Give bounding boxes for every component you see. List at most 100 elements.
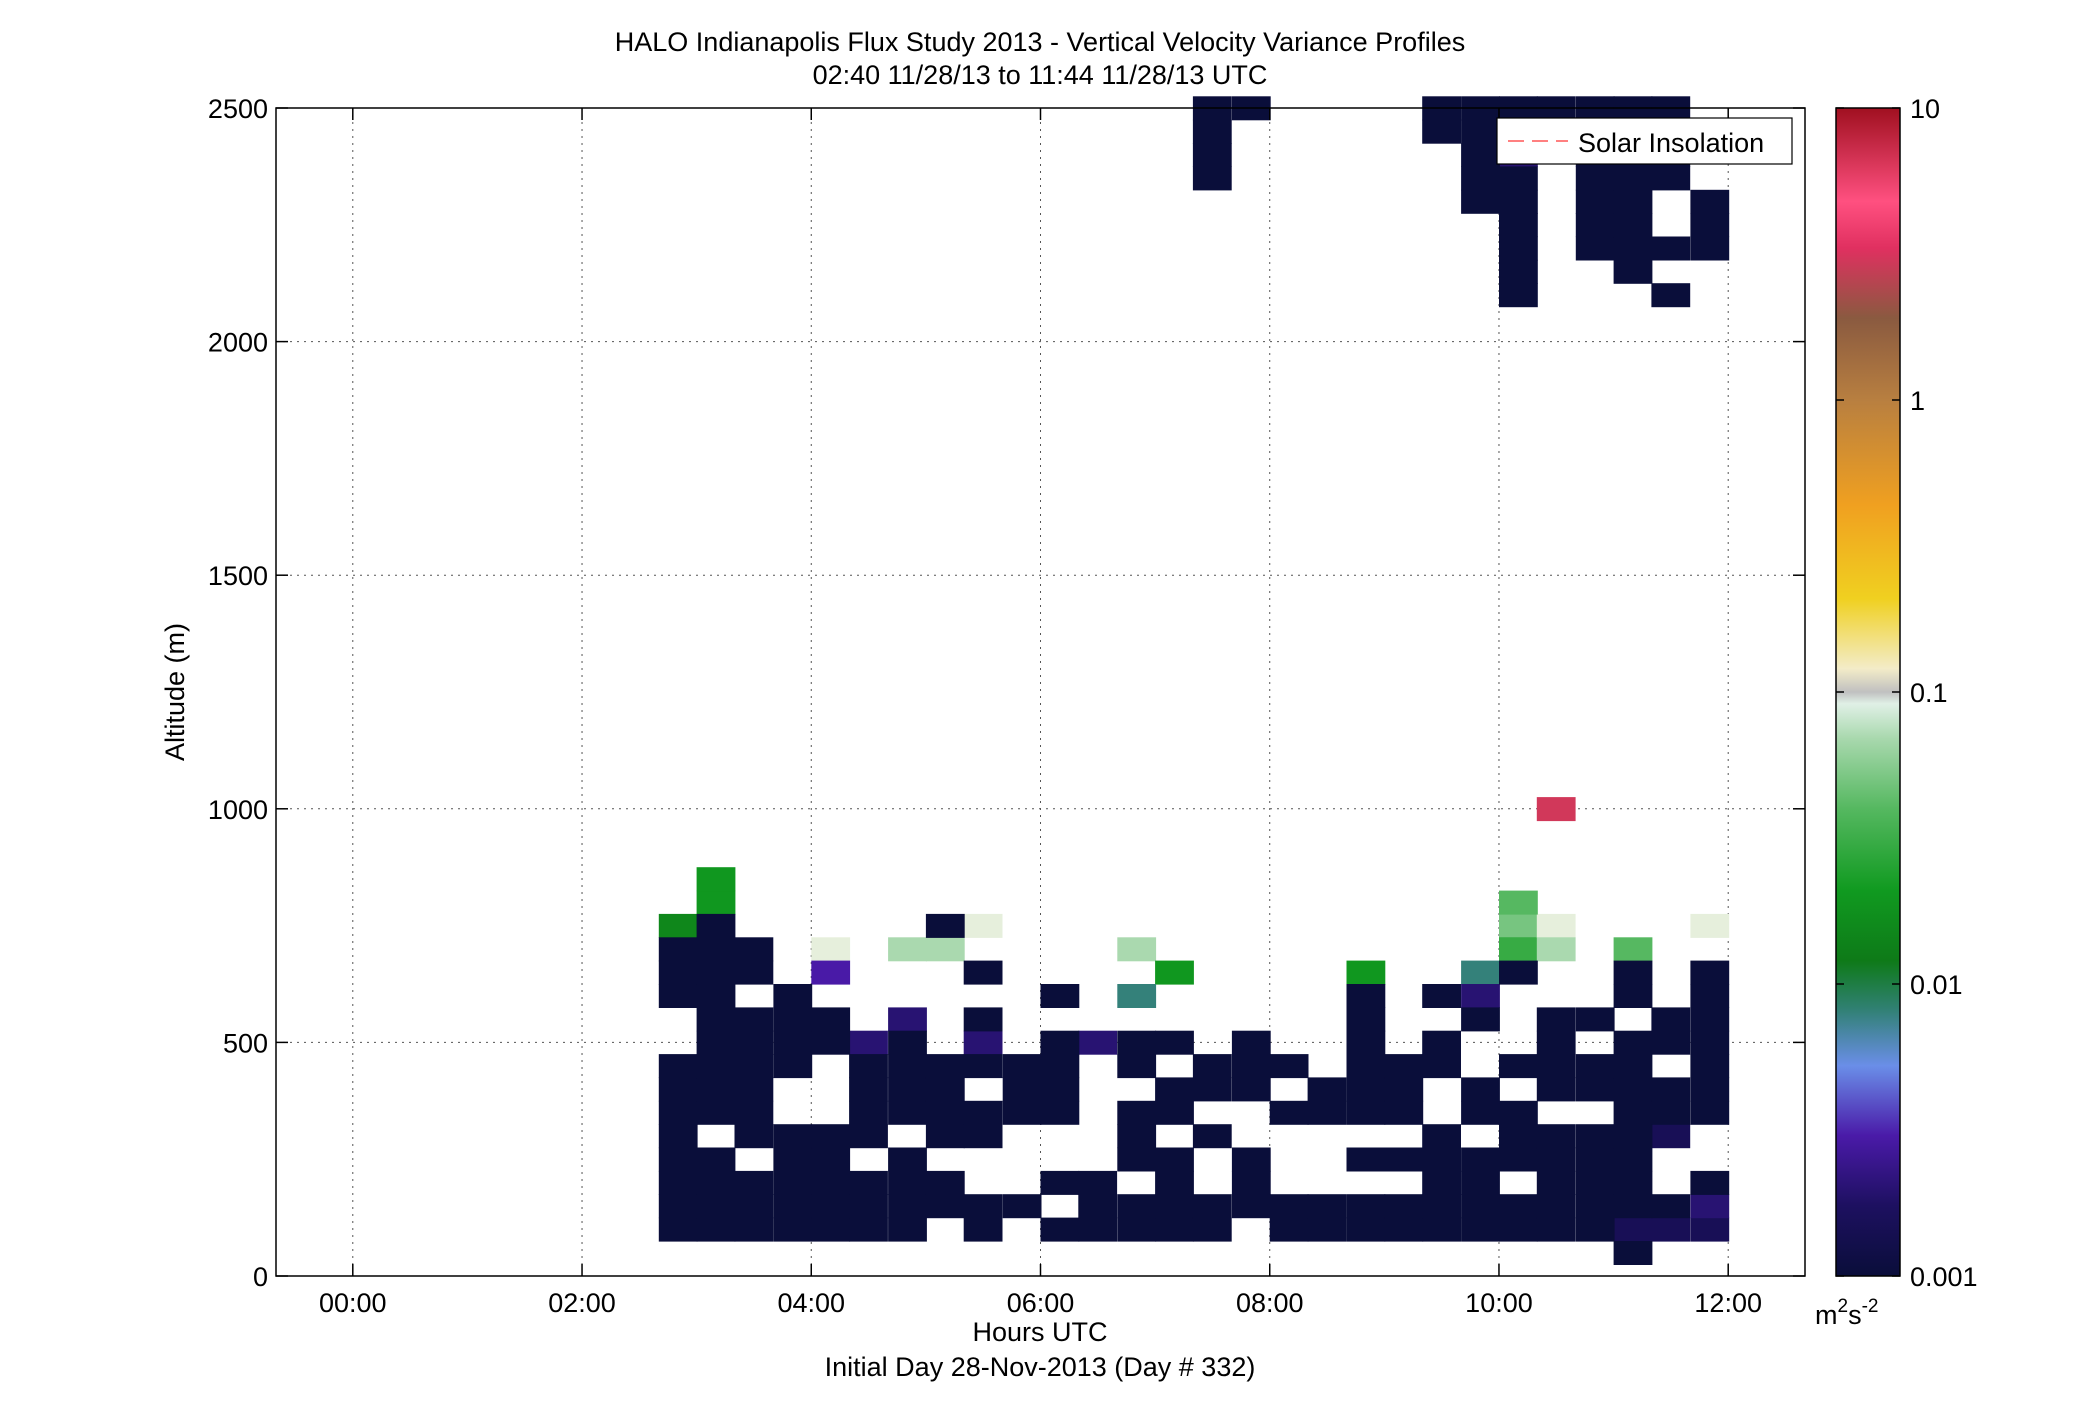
heatmap-cell (1192, 143, 1232, 167)
heatmap-cell (1307, 1194, 1347, 1219)
heatmap-cell (1613, 166, 1653, 191)
heatmap-cell (1461, 1170, 1500, 1195)
heatmap-cell (811, 1030, 851, 1055)
heatmap-cell (1307, 1217, 1347, 1242)
heatmap-cell (1269, 1194, 1309, 1219)
heatmap-cell (1690, 236, 1730, 261)
heatmap-cell (1231, 1194, 1271, 1219)
heatmap-cell (1346, 1007, 1386, 1032)
heatmap-cell (1040, 1054, 1080, 1079)
x-axis-sublabel: Initial Day 28-Nov-2013 (Day # 332) (825, 1352, 1256, 1382)
colorbar-tick-label: 0.01 (1910, 970, 1963, 1000)
heatmap-cell (925, 1124, 965, 1149)
heatmap-cell (1613, 937, 1653, 962)
heatmap-cell (1078, 1170, 1118, 1195)
x-tick-label: 06:00 (1007, 1288, 1075, 1318)
heatmap-cell (1384, 1077, 1424, 1102)
heatmap-cell (1461, 1147, 1500, 1172)
x-tick-label: 00:00 (319, 1288, 387, 1318)
heatmap-cell (1422, 1194, 1461, 1219)
heatmap-cell (1384, 1100, 1424, 1125)
heatmap-cell (1690, 1194, 1730, 1219)
heatmap-cell (1536, 1217, 1576, 1242)
heatmap-cell (734, 1030, 774, 1055)
heatmap-cell (696, 1147, 736, 1172)
heatmap-cell (1575, 1147, 1615, 1172)
heatmap-cell (1346, 1100, 1386, 1125)
heatmap-cell (1690, 1170, 1730, 1195)
heatmap-cell (1690, 1054, 1730, 1079)
heatmap-cell (658, 1077, 698, 1102)
x-tick-label: 08:00 (1236, 1288, 1304, 1318)
heatmap-cell (925, 1194, 965, 1219)
heatmap-cell (1346, 984, 1386, 1008)
heatmap-cell (811, 1147, 851, 1172)
heatmap-cells (658, 96, 1730, 1265)
heatmap-cell (1613, 1170, 1653, 1195)
heatmap-cell (925, 1170, 965, 1195)
heatmap-cell (1613, 1100, 1653, 1125)
heatmap-cell (849, 1054, 888, 1079)
heatmap-cell (773, 1147, 813, 1172)
heatmap-cell (811, 960, 851, 985)
heatmap-cell (696, 1170, 736, 1195)
heatmap-cell (773, 1030, 813, 1055)
heatmap-cell (1155, 1030, 1194, 1055)
heatmap-cell (1536, 1007, 1576, 1032)
heatmap-cell (1690, 1030, 1730, 1055)
heatmap-cell (773, 1054, 813, 1079)
heatmap-cell (1499, 1194, 1538, 1219)
heatmap-cell (1499, 1147, 1538, 1172)
heatmap-cell (1575, 1077, 1615, 1102)
heatmap-cell (1117, 1124, 1157, 1149)
heatmap-cell (734, 937, 774, 962)
heatmap-cell (696, 1007, 736, 1032)
heatmap-cell (925, 937, 965, 962)
heatmap-cell (1690, 1077, 1730, 1102)
heatmap-cell (1346, 1077, 1386, 1102)
heatmap-cell (1461, 1194, 1500, 1219)
heatmap-cell (1422, 1170, 1461, 1195)
colorbar-tick-label: 1 (1910, 386, 1925, 416)
heatmap-cell (963, 1007, 1003, 1032)
y-axis-label: Altitude (m) (160, 623, 190, 761)
heatmap-cell (888, 937, 927, 962)
heatmap-cell (1613, 259, 1653, 284)
heatmap-cell (1536, 913, 1576, 938)
heatmap-cell (1346, 1217, 1386, 1242)
heatmap-cell (963, 1054, 1003, 1079)
heatmap-cell (1613, 1054, 1653, 1079)
heatmap-cell (696, 1030, 736, 1055)
y-axis-ticks: 0 500 1000 1500 2000 2500 (208, 94, 1805, 1292)
heatmap-cell (1192, 1194, 1232, 1219)
heatmap-cell (1155, 1194, 1194, 1219)
heatmap-cell (1155, 1077, 1194, 1102)
heatmap-cell (1117, 937, 1157, 962)
heatmap-cell (1461, 1217, 1500, 1242)
heatmap-cell (734, 1170, 774, 1195)
heatmap-cell (1117, 1217, 1157, 1242)
heatmap-cell (1002, 1077, 1042, 1102)
heatmap-cell (1422, 1124, 1461, 1149)
y-tick-label: 1500 (208, 561, 268, 591)
heatmap-cell (1461, 166, 1500, 191)
y-tick-label: 500 (223, 1028, 268, 1058)
heatmap-cell (1651, 166, 1691, 191)
x-tick-label: 10:00 (1465, 1288, 1533, 1318)
heatmap-cell (658, 937, 698, 962)
heatmap-cell (1155, 1170, 1194, 1195)
heatmap-cell (1192, 1077, 1232, 1102)
heatmap-cell (1117, 1100, 1157, 1125)
heatmap-cell (696, 1100, 736, 1125)
heatmap-cell (1155, 1217, 1194, 1242)
heatmap-cell (1690, 1100, 1730, 1125)
heatmap-cell (1613, 1124, 1653, 1149)
heatmap-cell (1040, 1100, 1080, 1125)
heatmap-cell (1536, 1030, 1576, 1055)
heatmap-cell (1575, 1054, 1615, 1079)
heatmap-cell (963, 913, 1003, 938)
heatmap-cell (734, 1217, 774, 1242)
heatmap-cell (1613, 984, 1653, 1008)
heatmap-cell (849, 1124, 888, 1149)
heatmap-cell (1575, 1124, 1615, 1149)
